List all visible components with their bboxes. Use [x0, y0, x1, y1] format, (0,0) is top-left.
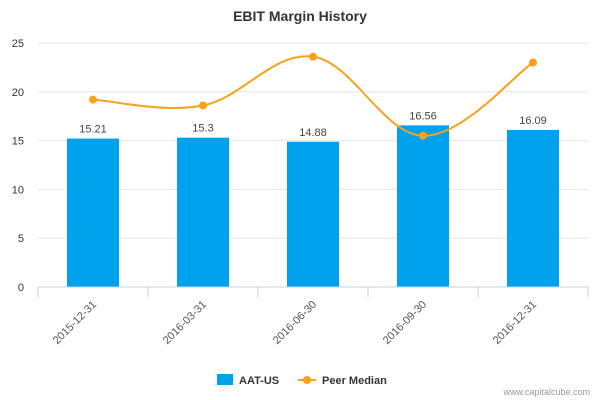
y-tick-label: 25 — [12, 38, 24, 50]
peer-median-line — [92, 55, 534, 137]
legend-item-aat-us[interactable]: AAT-US — [217, 374, 279, 387]
x-tick-label: 2016-06-30 — [271, 299, 319, 347]
chart-title: EBIT Margin History — [233, 8, 367, 24]
peer-median-series — [89, 52, 537, 140]
y-tick-label: 5 — [18, 233, 24, 245]
legend-label-peer-median: Peer Median — [322, 375, 387, 387]
x-tick-label: 2016-03-31 — [161, 299, 209, 347]
data-label: 16.56 — [409, 110, 437, 122]
bar-series — [67, 125, 559, 288]
data-labels: 15.21 15.3 14.88 16.56 16.09 — [79, 110, 547, 138]
x-tick-label: 2016-12-31 — [491, 299, 539, 347]
y-tick-label: 0 — [18, 282, 24, 294]
data-label: 16.09 — [519, 115, 547, 127]
bar — [507, 129, 559, 287]
data-label: 15.21 — [79, 124, 107, 136]
bar — [67, 138, 119, 287]
peer-median-point — [89, 95, 97, 104]
legend-bar-swatch — [217, 374, 233, 385]
legend-item-peer-median[interactable]: Peer Median — [298, 375, 387, 387]
y-tick-label: 15 — [12, 136, 24, 148]
bar — [397, 125, 449, 288]
data-label: 14.88 — [299, 127, 327, 139]
y-tick-label: 20 — [12, 87, 24, 99]
data-label: 15.3 — [192, 123, 213, 135]
legend-label-aat-us: AAT-US — [239, 375, 279, 387]
peer-median-point — [419, 131, 427, 140]
x-tick-label: 2015-12-31 — [51, 299, 99, 347]
grid-lines — [38, 42, 588, 239]
x-axis: 2015-12-31 2016-03-31 2016-06-30 2016-09-30… — [37, 286, 589, 347]
y-tick-label: 10 — [12, 184, 24, 196]
y-axis: 0 5 10 15 20 25 — [12, 38, 24, 294]
credit-text: www.capitalcube.com — [502, 387, 590, 397]
legend: AAT-US Peer Median — [217, 374, 387, 387]
legend-line-marker — [303, 376, 311, 384]
bar — [287, 141, 339, 287]
peer-median-point — [529, 58, 537, 67]
peer-median-point — [199, 101, 207, 110]
x-tick-label: 2016-09-30 — [381, 299, 429, 347]
bar — [177, 137, 229, 287]
peer-median-point — [309, 52, 317, 61]
